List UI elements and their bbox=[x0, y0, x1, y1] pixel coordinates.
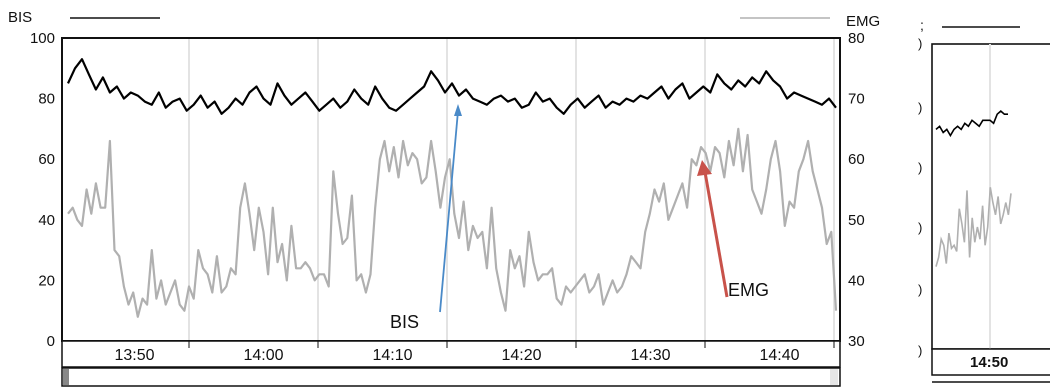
second-panel-gray-line bbox=[935, 187, 1012, 267]
right-axis-label: EMG bbox=[846, 13, 880, 30]
second-panel-time-axis bbox=[931, 348, 1050, 376]
time-tick-label: 13:50 bbox=[114, 347, 154, 364]
time-tick-label: 14:30 bbox=[630, 347, 670, 364]
emg-annotation-label: EMG bbox=[728, 280, 769, 300]
time-tick-label: 14:10 bbox=[372, 347, 412, 364]
svg-text:): ) bbox=[918, 160, 922, 175]
right-tick-label: 80 bbox=[848, 30, 865, 47]
bis-arrowhead bbox=[454, 104, 462, 116]
second-panel-tick-fragments: ))) ))) bbox=[918, 36, 922, 358]
left-tick-label: 100 bbox=[30, 30, 55, 47]
timeline-scrollbar[interactable] bbox=[61, 367, 841, 387]
left-tick-label: 80 bbox=[38, 91, 55, 108]
right-tick-label: 60 bbox=[848, 151, 865, 168]
second-panel-header-fragment: ; bbox=[920, 17, 924, 33]
left-tick-label: 20 bbox=[38, 272, 55, 289]
second-panel: ; ))) ))) 14:50 bbox=[918, 17, 1050, 383]
svg-text:): ) bbox=[918, 220, 922, 235]
bis-series-line bbox=[67, 58, 837, 115]
left-tick-label: 40 bbox=[38, 212, 55, 229]
time-tick-label: 14:00 bbox=[243, 347, 283, 364]
bis-annotation-arrow bbox=[439, 110, 459, 313]
svg-text:): ) bbox=[918, 36, 922, 51]
right-tick-label: 30 bbox=[848, 333, 865, 350]
time-tick-label: 14:40 bbox=[759, 347, 799, 364]
right-tick-label: 40 bbox=[848, 272, 865, 289]
second-panel-black-line bbox=[935, 110, 1008, 138]
left-tick-label: 0 bbox=[47, 333, 55, 350]
right-tick-label: 70 bbox=[848, 91, 865, 108]
emg-arrowhead bbox=[697, 160, 712, 176]
left-axis-label: BIS bbox=[8, 9, 32, 26]
svg-text:): ) bbox=[918, 343, 922, 358]
emg-annotation-arrow bbox=[703, 171, 729, 298]
scrollbar-thumb-left[interactable] bbox=[63, 369, 69, 385]
svg-text:): ) bbox=[918, 282, 922, 297]
time-tick-label: 14:20 bbox=[501, 347, 541, 364]
time-axis-frame bbox=[61, 340, 841, 368]
svg-text:): ) bbox=[918, 100, 922, 115]
right-tick-label: 50 bbox=[848, 212, 865, 229]
second-panel-time-tick: 14:50 bbox=[970, 354, 1008, 371]
scrollbar-thumb-right[interactable] bbox=[830, 369, 838, 385]
left-tick-label: 60 bbox=[38, 151, 55, 168]
bis-annotation-label: BIS bbox=[390, 312, 419, 332]
